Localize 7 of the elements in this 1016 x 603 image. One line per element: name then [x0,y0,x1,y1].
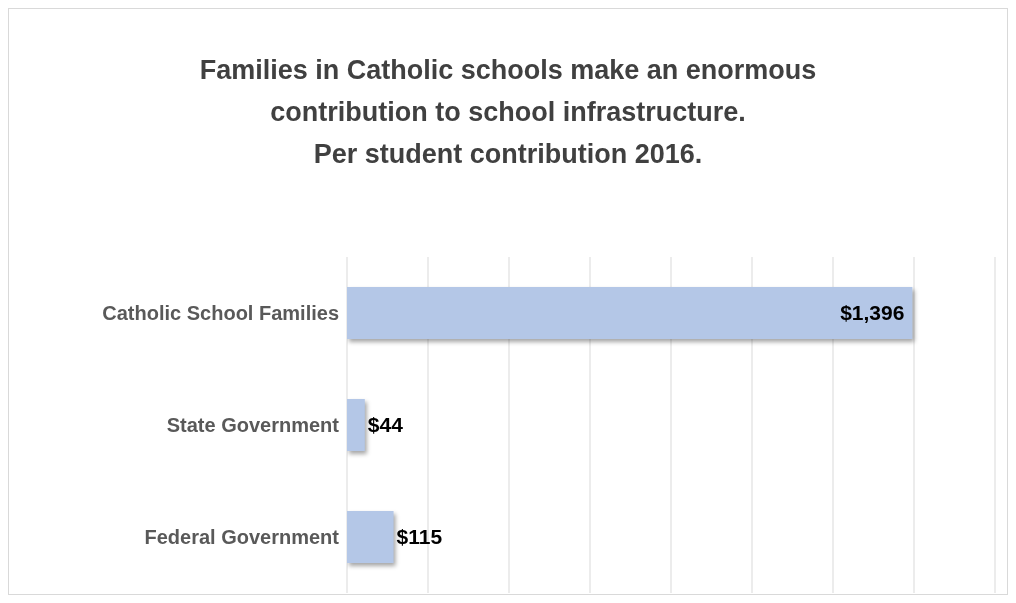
y-tick-label: State Government [166,414,340,437]
data-label: $1,396 [840,301,905,325]
chart-title: Families in Catholic schools make an enormous contribution to school infrastructure. Per student contribution 2016. [198,54,818,171]
data-label: $115 [396,525,443,549]
y-tick-label: Catholic School Families [102,302,339,325]
data-label: $44 [367,413,404,437]
y-tick-label: Federal Government [144,526,340,549]
